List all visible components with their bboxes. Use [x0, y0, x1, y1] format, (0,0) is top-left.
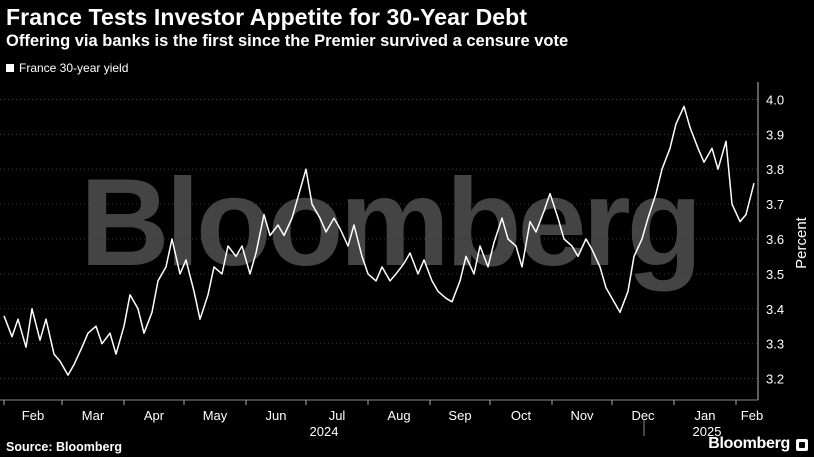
legend-label: France 30-year yield [19, 61, 129, 75]
chart-subtitle: Offering via banks is the first since th… [6, 32, 569, 50]
x-tick-label: Jun [266, 408, 287, 423]
y-axis-label: Percent [793, 216, 810, 269]
x-tick-label: Mar [82, 408, 105, 423]
y-tick-label: 3.2 [766, 372, 784, 387]
y-axis: 3.2 3.3 3.4 3.5 3.6 3.7 3.8 3.9 4.0 [757, 82, 784, 400]
y-tick-label: 4.0 [766, 92, 784, 107]
chart-title: France Tests Investor Appetite for 30-Ye… [6, 4, 528, 30]
legend: France 30-year yield [6, 61, 128, 75]
y-tick-label: 3.7 [766, 197, 784, 212]
x-tick-label: Oct [511, 408, 532, 423]
x-tick-label: Aug [387, 408, 410, 423]
x-tick-label: Nov [570, 408, 594, 423]
x-tick-label: Dec [631, 408, 655, 423]
x-axis: Feb Mar Apr May Jun Jul Aug Sep Oct Nov Dec Jan Feb 2… [0, 399, 763, 439]
x-tick-label: Apr [144, 408, 165, 423]
x-tick-label: Feb [741, 408, 763, 423]
source-note: Source: Bloomberg [6, 440, 122, 454]
y-tick-label: 3.5 [766, 267, 784, 282]
legend-swatch-icon [6, 64, 14, 72]
y-tick-label: 3.8 [766, 162, 784, 177]
y-tick-label: 3.4 [766, 302, 784, 317]
gridlines [0, 98, 758, 380]
y-tick-label: 3.6 [766, 232, 784, 247]
brand-logo: Bloomberg [708, 435, 790, 452]
x-tick-label: Sep [448, 408, 471, 423]
x-tick-label: Jul [329, 408, 346, 423]
x-tick-label: Feb [22, 408, 44, 423]
series-lines [3, 105, 755, 376]
terminal-icon [796, 439, 808, 451]
x-tick-label: Jan [695, 408, 716, 423]
year-label: 2024 [310, 424, 339, 439]
y-tick-label: 3.9 [766, 127, 784, 142]
series-line [3, 105, 755, 376]
year-label: 2025 [693, 424, 722, 439]
y-tick-label: 3.3 [766, 337, 784, 352]
x-tick-label: May [203, 408, 228, 423]
